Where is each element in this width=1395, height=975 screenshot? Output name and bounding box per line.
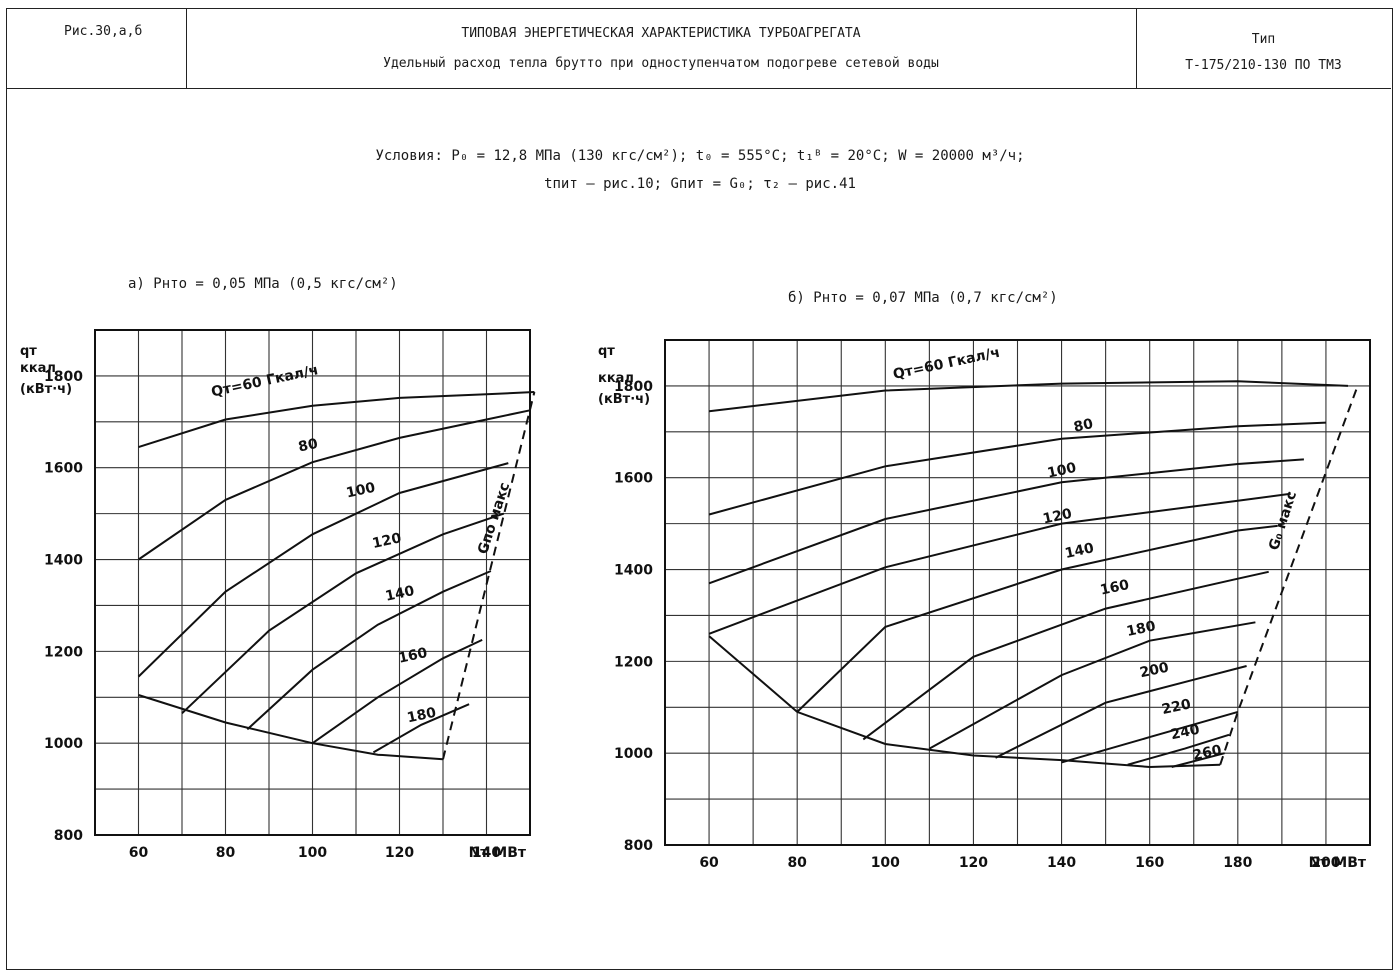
series-label: 180 bbox=[406, 705, 438, 727]
series-label: 200 bbox=[1138, 660, 1170, 682]
series-curve bbox=[708, 635, 1221, 769]
y-tick-label: 1600 bbox=[44, 461, 83, 477]
sheet-frame bbox=[6, 8, 1393, 970]
chart-a-title: а) Pнто = 0,05 МПа (0,5 кгс/см²) bbox=[128, 276, 398, 292]
series-curve bbox=[708, 458, 1304, 585]
series-label: 140 bbox=[1063, 540, 1095, 562]
document-title: ТИПОВАЯ ЭНЕРГЕТИЧЕСКАЯ ХАРАКТЕРИСТИКА ТУ… bbox=[461, 26, 861, 41]
y-axis-label: qт bbox=[598, 344, 615, 359]
figure-number: Рис.30,а,б bbox=[64, 24, 143, 39]
series-label: 120 bbox=[1041, 506, 1073, 528]
series-curve bbox=[708, 421, 1326, 516]
series-label: 220 bbox=[1160, 696, 1192, 718]
series-label: 140 bbox=[384, 583, 416, 605]
series-curve bbox=[138, 694, 444, 761]
y-tick-label: 1800 bbox=[44, 369, 83, 385]
type-value: Т-175/210-130 ПО ТМЗ bbox=[1185, 58, 1342, 73]
conditions-line-2: tпит – рис.10; Gпит = G₀; τ₂ – рис.41 bbox=[544, 176, 856, 192]
x-tick-label: 60 bbox=[129, 845, 149, 861]
y-axis-label: ккал bbox=[20, 361, 56, 376]
series-curve bbox=[708, 380, 1349, 413]
x-tick-label: 120 bbox=[959, 855, 988, 871]
series-curve bbox=[1127, 733, 1230, 766]
series-curve bbox=[995, 665, 1247, 759]
series-curve bbox=[138, 391, 535, 449]
plot-frame bbox=[664, 339, 1371, 846]
series-label: 120 bbox=[371, 530, 403, 552]
max-line-label: Gпо макс bbox=[475, 481, 513, 557]
x-tick-label: 160 bbox=[1135, 855, 1164, 871]
y-tick-label: 1200 bbox=[614, 654, 653, 670]
header-type-cell bbox=[1136, 8, 1392, 88]
series-curve bbox=[862, 570, 1269, 741]
x-axis-label: Nт МВт bbox=[1309, 855, 1367, 871]
y-axis-label: ккал bbox=[598, 371, 634, 386]
y-axis-label: qт bbox=[20, 344, 37, 359]
max-line bbox=[442, 391, 536, 760]
series-curve bbox=[928, 621, 1256, 750]
series-curve bbox=[181, 512, 505, 715]
plot-frame bbox=[94, 329, 531, 836]
series-label: 260 bbox=[1191, 742, 1223, 764]
conditions-line-1: Условия: P₀ = 12,8 МПа (130 кгс/см²); t₀… bbox=[375, 148, 1025, 164]
series-label: 160 bbox=[1099, 577, 1131, 599]
series-label: 160 bbox=[397, 645, 429, 667]
series-label: 80 bbox=[297, 436, 320, 456]
series-label: 180 bbox=[1125, 618, 1157, 640]
header-figure-cell: Рис.30,а,б bbox=[6, 8, 187, 88]
series-curve bbox=[1171, 752, 1225, 768]
series-label: Qт=60 Гкал/ч bbox=[210, 362, 320, 400]
y-tick-label: 1000 bbox=[44, 736, 83, 752]
y-tick-label: 800 bbox=[624, 838, 653, 854]
x-tick-label: 100 bbox=[871, 855, 900, 871]
x-tick-label: 140 bbox=[1047, 855, 1076, 871]
x-tick-label: 200 bbox=[1311, 855, 1340, 871]
y-tick-label: 1200 bbox=[44, 644, 83, 660]
document-subtitle: Удельный расход тепла брутто при односту… bbox=[383, 56, 939, 71]
series-curve bbox=[708, 492, 1291, 635]
chart-b-title: б) Pнто = 0,07 МПа (0,7 кгс/см²) bbox=[788, 290, 1058, 306]
max-line bbox=[1219, 387, 1358, 766]
x-tick-label: 100 bbox=[298, 845, 327, 861]
series-label: Qт=60 Гкал/ч bbox=[892, 345, 1002, 383]
y-axis-label: (кВт·ч) bbox=[598, 392, 650, 407]
type-label: Тип bbox=[1251, 32, 1276, 47]
header-block: Рис.30,а,б ТИПОВАЯ ЭНЕРГЕТИЧЕСКАЯ ХАРАКТ… bbox=[6, 8, 1391, 89]
series-curve bbox=[246, 570, 492, 731]
series-curve bbox=[311, 638, 483, 745]
series-label: 100 bbox=[345, 480, 377, 502]
y-tick-label: 1400 bbox=[44, 553, 83, 569]
series-curve bbox=[137, 462, 509, 678]
x-tick-label: 180 bbox=[1223, 855, 1252, 871]
series-label: 100 bbox=[1046, 460, 1078, 482]
x-axis-label: Nт МВт bbox=[469, 845, 527, 861]
series-curve bbox=[372, 703, 470, 754]
max-line-label: G₀ макс bbox=[1266, 489, 1300, 552]
x-tick-label: 80 bbox=[216, 845, 236, 861]
series-curve bbox=[1061, 710, 1239, 764]
series-label: 240 bbox=[1169, 722, 1201, 744]
x-tick-label: 120 bbox=[385, 845, 414, 861]
x-tick-label: 80 bbox=[787, 855, 807, 871]
series-label: 80 bbox=[1072, 416, 1095, 436]
series-curve bbox=[796, 524, 1278, 713]
y-tick-label: 1400 bbox=[614, 563, 653, 579]
y-tick-label: 1800 bbox=[614, 379, 653, 395]
y-tick-label: 1600 bbox=[614, 471, 653, 487]
y-tick-label: 800 bbox=[54, 828, 83, 844]
x-tick-label: 60 bbox=[699, 855, 719, 871]
y-axis-label: (кВт·ч) bbox=[20, 382, 72, 397]
series-curve bbox=[137, 409, 531, 561]
x-tick-label: 140 bbox=[472, 845, 501, 861]
y-tick-label: 1000 bbox=[614, 746, 653, 762]
